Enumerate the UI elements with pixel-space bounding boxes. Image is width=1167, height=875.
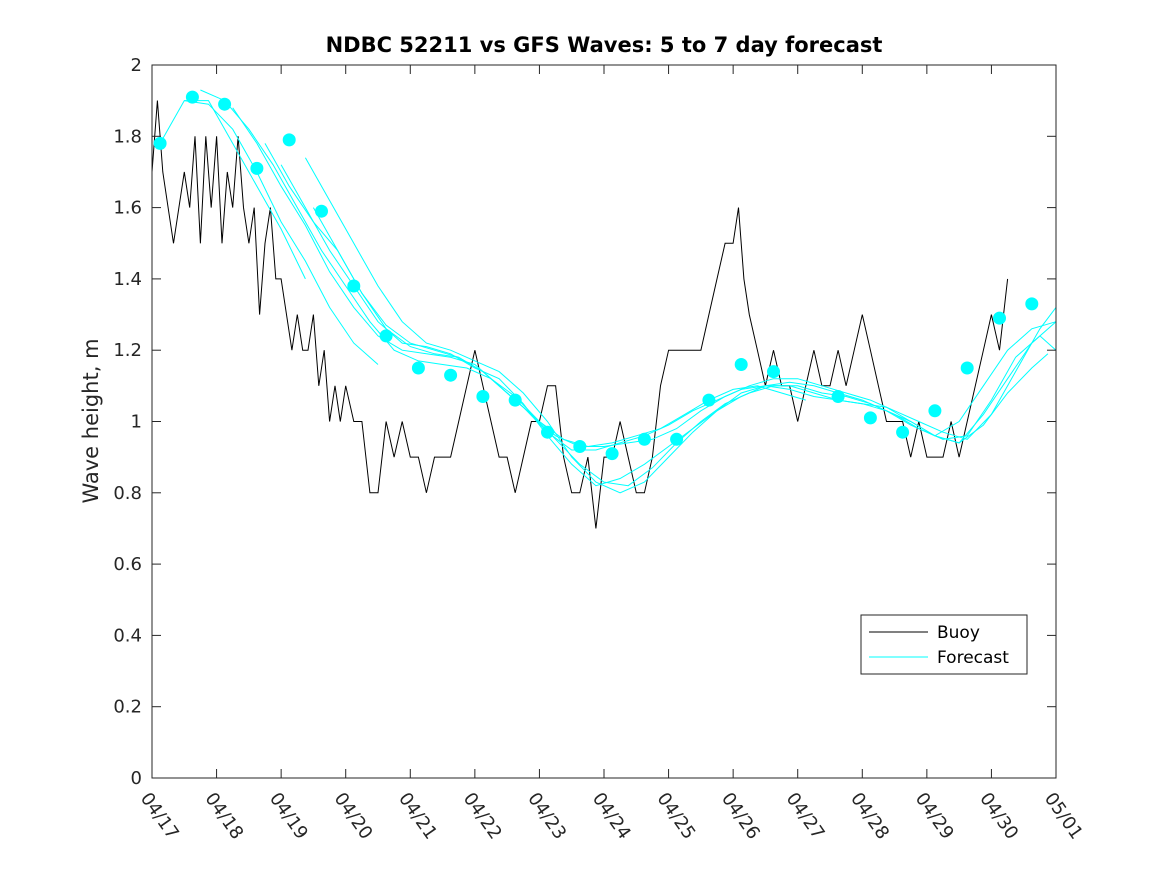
y-tick-label: 0.8 [113, 483, 142, 504]
y-tick-label: 0 [131, 768, 142, 789]
forecast-marker [379, 329, 393, 343]
forecast-marker [960, 361, 974, 375]
forecast-line-5 [264, 143, 1057, 447]
legend: Buoy Forecast [860, 614, 1028, 675]
y-tick-label: 1.8 [113, 126, 142, 147]
forecast-marker [315, 204, 328, 218]
forecast-marker [250, 161, 264, 175]
forecast-marker [605, 447, 619, 461]
y-axis-label: Wave height, m [79, 338, 103, 503]
forecast-marker [476, 390, 490, 403]
y-tick-label: 0.2 [113, 697, 142, 718]
forecast-marker [153, 136, 167, 150]
legend-label-forecast: Forecast [937, 648, 1009, 668]
forecast-marker [573, 440, 587, 453]
y-tick-label: 1.2 [113, 340, 142, 361]
forecast-marker [928, 404, 942, 418]
y-tick-label: 1.6 [113, 198, 142, 219]
y-tick-label: 0.4 [113, 625, 142, 646]
forecast-marker [282, 133, 296, 147]
forecast-marker [347, 279, 361, 293]
forecast-marker [863, 411, 877, 425]
buoy-series [151, 100, 1009, 529]
forecast-marker [670, 432, 684, 446]
forecast-markers [153, 90, 1039, 461]
forecast-marker [218, 97, 232, 111]
forecast-marker [1025, 297, 1039, 311]
forecast-marker [541, 425, 554, 439]
forecast-marker [702, 393, 716, 407]
forecast-marker [508, 393, 522, 407]
y-tick-label: 1 [131, 412, 142, 433]
forecast-marker [411, 361, 425, 375]
forecast-marker [734, 358, 748, 371]
y-tick-label: 2 [131, 55, 142, 76]
y-axis: 0 0.2 0.4 0.6 0.8 1 1.2 1.4 1.6 1.8 2 [113, 55, 1056, 789]
legend-box [860, 614, 1028, 675]
forecast-line-2 [184, 100, 379, 365]
forecast-marker [767, 365, 780, 379]
forecast-marker [831, 390, 845, 403]
forecast-line-8 [312, 207, 1057, 487]
y-tick-label: 0.6 [113, 554, 142, 575]
legend-label-buoy: Buoy [937, 623, 980, 643]
forecast-marker [185, 90, 199, 104]
forecast-marker [993, 311, 1006, 325]
chart-title: NDBC 52211 vs GFS Waves: 5 to 7 day fore… [326, 33, 883, 57]
forecast-marker [637, 432, 651, 446]
y-tick-label: 1.4 [113, 269, 142, 290]
forecast-marker [896, 425, 910, 439]
forecast-marker [444, 368, 458, 382]
buoy-line [151, 100, 1009, 529]
